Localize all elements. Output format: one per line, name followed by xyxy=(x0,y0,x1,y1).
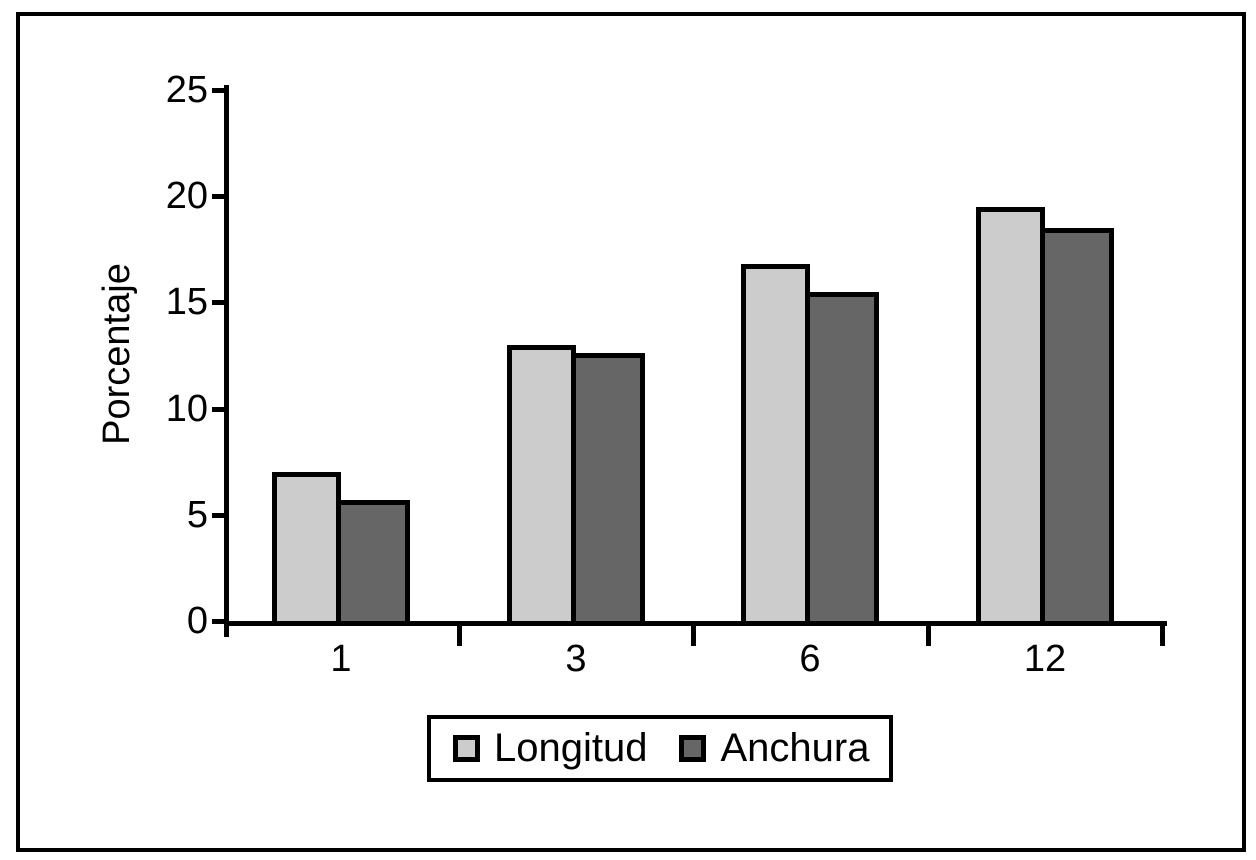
y-tick-20 xyxy=(212,194,224,199)
bar-longitud-6 xyxy=(741,264,810,621)
y-tick-label-10: 10 xyxy=(165,388,208,430)
y-tick-5 xyxy=(212,513,224,518)
legend-swatch-longitud-icon xyxy=(453,735,480,762)
legend-label-anchura: Anchura xyxy=(720,726,870,770)
legend-item-anchura: Anchura xyxy=(679,726,869,771)
legend-swatch-anchura-icon xyxy=(679,735,707,762)
x-category-label-3: 3 xyxy=(565,638,587,680)
bar-longitud-1 xyxy=(272,472,341,621)
y-tick-25 xyxy=(212,88,224,93)
y-tick-label-5: 5 xyxy=(186,494,208,536)
legend: Longitud Anchura xyxy=(427,715,893,782)
y-tick-label-20: 20 xyxy=(165,175,208,217)
x-category-label-1: 1 xyxy=(330,638,352,680)
legend-label-longitud: Longitud xyxy=(494,726,648,770)
x-tick-4 xyxy=(1160,621,1165,646)
x-tick-3 xyxy=(926,621,931,646)
y-tick-15 xyxy=(212,300,224,305)
bar-anchura-12 xyxy=(1040,228,1114,621)
y-axis-title: Porcentaje xyxy=(96,263,138,445)
y-tick-label-15: 15 xyxy=(165,281,208,323)
bar-longitud-12 xyxy=(976,207,1045,621)
y-axis-line xyxy=(224,85,229,637)
y-tick-label-25: 25 xyxy=(165,69,208,111)
bar-anchura-1 xyxy=(336,500,410,621)
x-tick-1 xyxy=(457,621,462,646)
y-tick-label-0: 0 xyxy=(186,600,208,642)
x-tick-2 xyxy=(691,621,696,646)
bar-anchura-6 xyxy=(805,292,879,621)
legend-item-longitud: Longitud xyxy=(453,726,647,771)
x-category-label-6: 6 xyxy=(799,638,821,680)
bar-anchura-3 xyxy=(571,353,645,621)
bar-longitud-3 xyxy=(507,345,576,621)
y-tick-10 xyxy=(212,407,224,412)
y-tick-0 xyxy=(212,619,224,624)
x-category-label-12: 12 xyxy=(1023,638,1067,680)
